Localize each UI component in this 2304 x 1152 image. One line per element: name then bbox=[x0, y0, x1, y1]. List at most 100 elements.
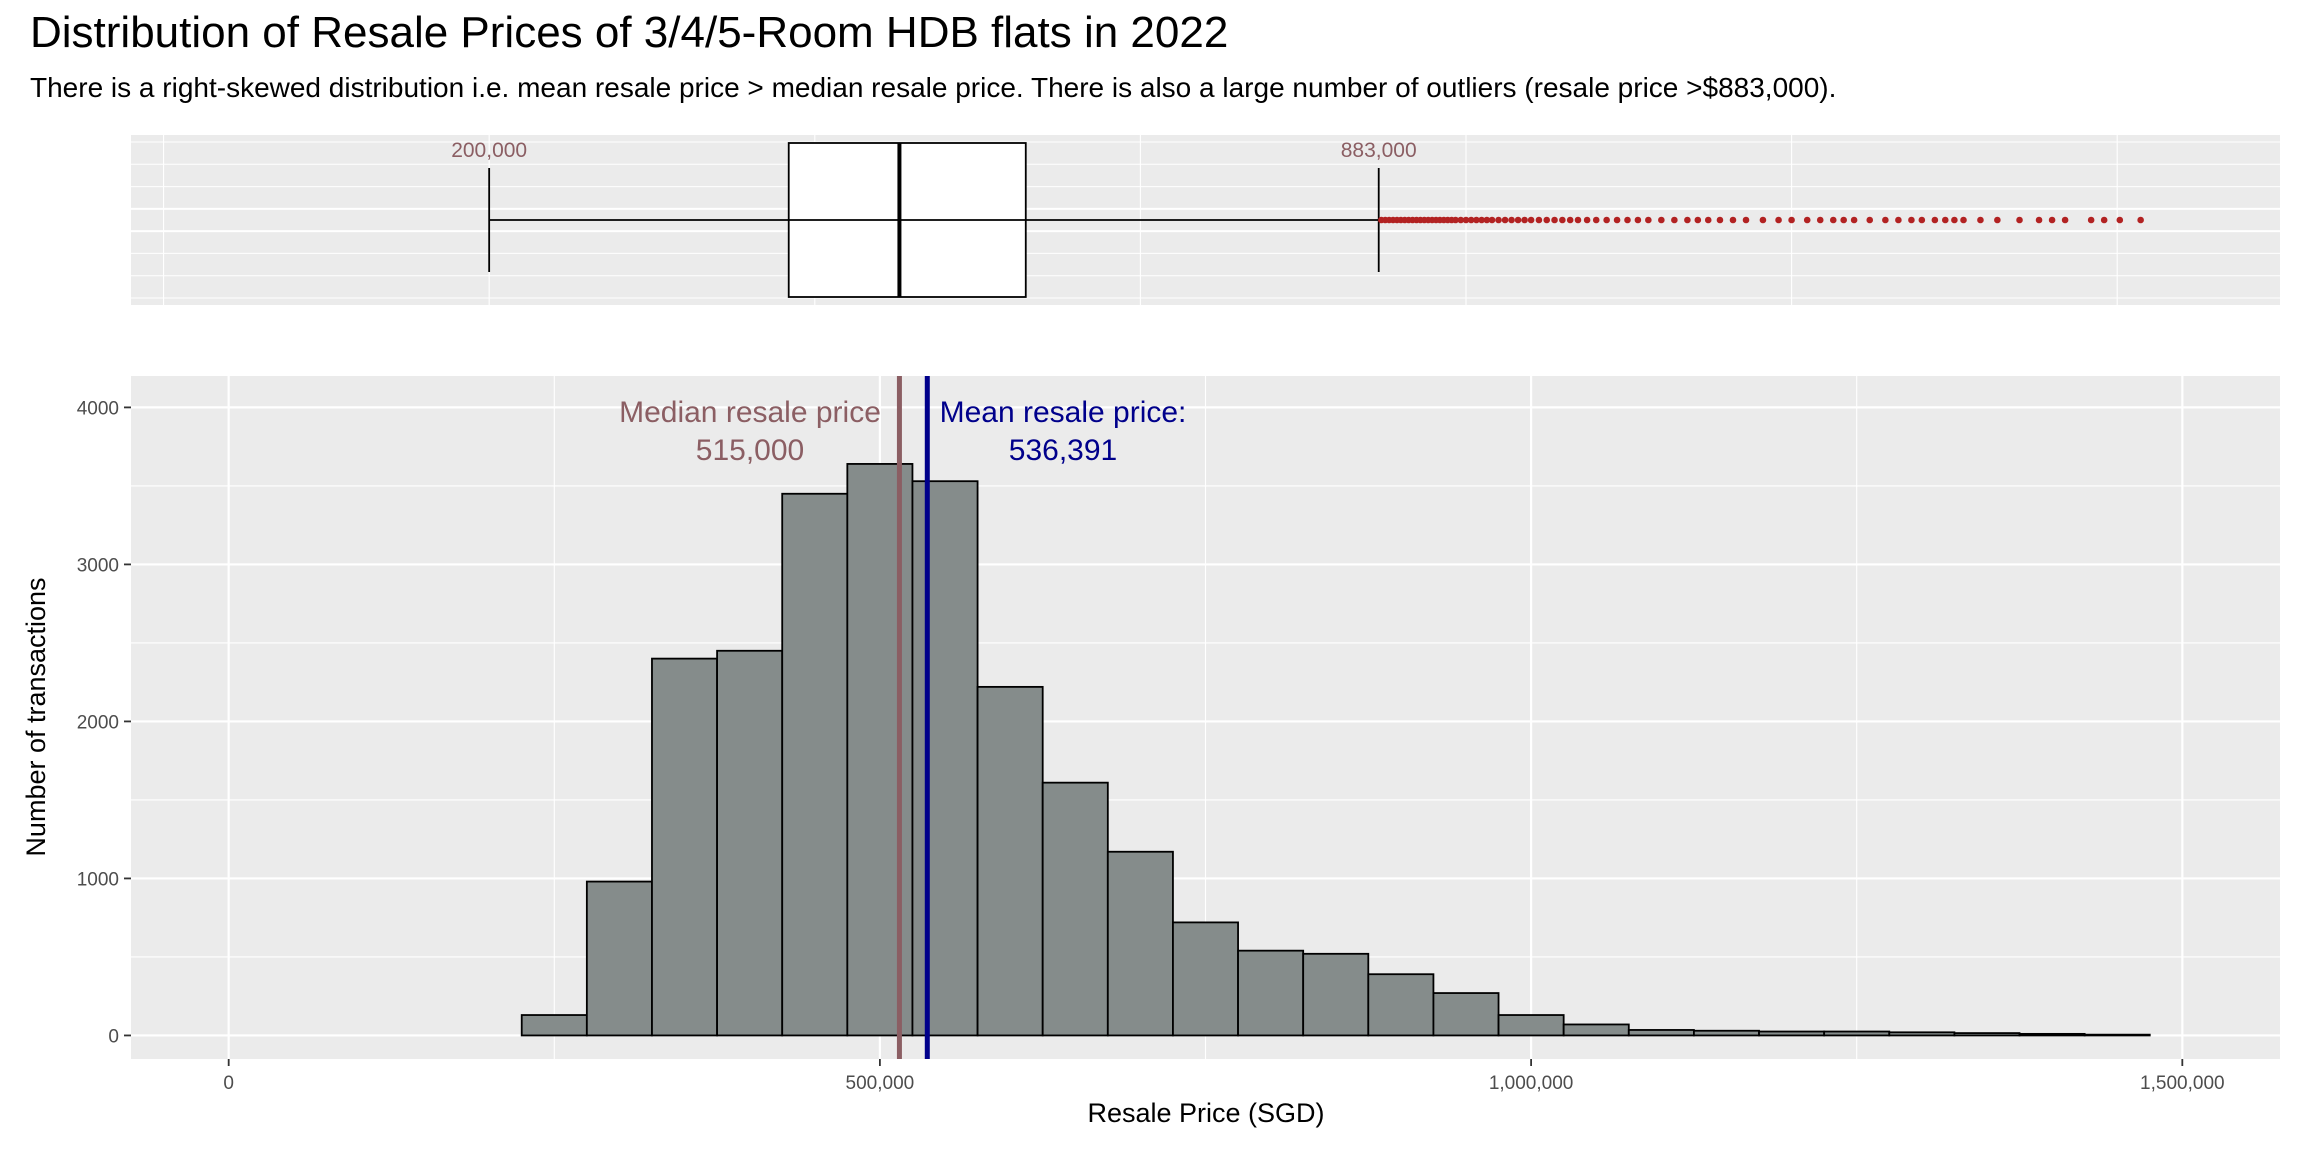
outlier-point bbox=[2061, 216, 2069, 224]
outlier-point bbox=[1775, 216, 1782, 224]
histogram-bar bbox=[1888, 1031, 1956, 1037]
y-tick-label: 3000 bbox=[77, 555, 119, 576]
outlier-point bbox=[2087, 216, 2095, 224]
outlier-point bbox=[1603, 216, 1610, 224]
lower-whisker-label: 200,000 bbox=[451, 139, 527, 162]
histogram-bar bbox=[1172, 921, 1239, 1037]
outlier-point bbox=[1960, 216, 1967, 224]
outlier-point bbox=[1559, 216, 1566, 224]
mean-annotation-value: 536,391 bbox=[1009, 434, 1117, 467]
outlier-point bbox=[1521, 216, 1528, 224]
outlier-point bbox=[2048, 216, 2056, 224]
outlier-point bbox=[2137, 216, 2144, 224]
y-tick-label: 4000 bbox=[77, 398, 119, 419]
y-tick-label: 1000 bbox=[77, 869, 119, 890]
outlier-point bbox=[1931, 216, 1939, 224]
histogram-bar bbox=[1367, 973, 1435, 1037]
boxplot-panel: 200,000 883,000 bbox=[131, 135, 2280, 305]
outlier-point bbox=[1535, 216, 1543, 224]
outlier-point bbox=[1624, 216, 1631, 224]
chart-subtitle: There is a right-skewed distribution i.e… bbox=[30, 72, 1837, 103]
x-axis-ticks: 0 500,000 1,000,000 1,500,000 bbox=[223, 1059, 2225, 1094]
outlier-point bbox=[1543, 216, 1551, 224]
histogram-bars bbox=[520, 463, 2151, 1037]
outlier-point bbox=[1850, 216, 1858, 224]
outlier-point bbox=[1716, 216, 1724, 224]
x-axis-title: Resale Price (SGD) bbox=[1087, 1098, 1324, 1128]
outlier-point bbox=[1483, 216, 1491, 224]
outlier-point bbox=[1452, 216, 1459, 224]
outlier-point bbox=[1803, 216, 1811, 224]
x-tick-label: 0 bbox=[223, 1073, 234, 1094]
y-tick-label: 2000 bbox=[77, 712, 119, 733]
outlier-point bbox=[1527, 216, 1535, 224]
outlier-point bbox=[1462, 216, 1470, 224]
median-annotation-label: Median resale price bbox=[619, 396, 881, 429]
histogram-bar bbox=[1497, 1014, 1565, 1037]
outlier-point bbox=[1495, 216, 1502, 224]
outlier-point bbox=[1866, 216, 1874, 224]
outlier-point bbox=[1908, 216, 1915, 224]
x-tick-label: 500,000 bbox=[846, 1073, 915, 1094]
histogram-bar bbox=[1627, 1029, 1695, 1037]
histogram-bar bbox=[716, 649, 784, 1037]
outlier-point bbox=[1671, 216, 1678, 224]
histogram-bar bbox=[846, 463, 914, 1037]
outlier-point bbox=[1788, 216, 1795, 224]
outlier-point bbox=[2035, 216, 2043, 224]
outlier-point bbox=[1501, 216, 1509, 224]
outlier-point bbox=[1829, 216, 1837, 224]
outlier-point bbox=[1840, 216, 1847, 224]
outlier-point bbox=[1583, 216, 1591, 224]
outlier-point bbox=[1759, 216, 1767, 224]
histogram-bar bbox=[1823, 1030, 1891, 1037]
histogram-panel: Median resale price 515,000 Mean resale … bbox=[21, 376, 2280, 1128]
median-annotation-value: 515,000 bbox=[696, 434, 804, 467]
outlier-point bbox=[1514, 216, 1522, 224]
outlier-point bbox=[1457, 216, 1465, 224]
histogram-bar bbox=[585, 880, 653, 1037]
histogram-bar bbox=[1432, 992, 1500, 1037]
upper-whisker-label: 883,000 bbox=[1341, 139, 1417, 162]
histogram-bar bbox=[2018, 1032, 2086, 1037]
outlier-point bbox=[1467, 216, 1475, 224]
outlier-point bbox=[1508, 216, 1515, 224]
histogram-bar bbox=[1237, 949, 1305, 1037]
outlier-point bbox=[1816, 216, 1824, 224]
outlier-point bbox=[1613, 216, 1621, 224]
histogram-bar bbox=[1302, 952, 1370, 1037]
boxplot-marks bbox=[488, 142, 2144, 298]
histogram-bar bbox=[651, 657, 718, 1037]
outlier-point bbox=[1895, 216, 1902, 224]
mean-annotation-label: Mean resale price: bbox=[940, 396, 1187, 429]
histogram-bar bbox=[976, 685, 1044, 1037]
outlier-point bbox=[1918, 216, 1926, 224]
outlier-point bbox=[1882, 216, 1889, 224]
histogram-bar bbox=[520, 1014, 588, 1037]
outlier-point bbox=[1994, 216, 2001, 224]
y-axis-title: Number of transactions bbox=[21, 577, 51, 856]
outlier-point bbox=[1592, 216, 1600, 224]
outlier-point bbox=[1951, 216, 1958, 224]
histogram-bar bbox=[1041, 781, 1109, 1037]
outlier-point bbox=[2100, 216, 2108, 224]
outlier-point bbox=[1941, 216, 1949, 224]
outlier-point bbox=[1551, 216, 1558, 224]
outlier-point bbox=[2116, 216, 2124, 224]
outlier-point bbox=[1658, 216, 1665, 224]
histogram-bar bbox=[2083, 1033, 2151, 1037]
outlier-point bbox=[1574, 216, 1582, 224]
outlier-point bbox=[1634, 216, 1642, 224]
outlier-point bbox=[1566, 216, 1574, 224]
outlier-point bbox=[1684, 216, 1691, 224]
histogram-bar bbox=[911, 480, 979, 1037]
histogram-bar bbox=[1758, 1030, 1826, 1037]
outlier-point bbox=[1478, 216, 1485, 224]
histogram-bar bbox=[1562, 1023, 1630, 1037]
chart-title: Distribution of Resale Prices of 3/4/5-R… bbox=[30, 8, 1229, 57]
outlier-point bbox=[1742, 216, 1750, 224]
histogram-bar bbox=[1693, 1029, 1760, 1037]
x-tick-label: 1,000,000 bbox=[1489, 1073, 1574, 1094]
outlier-point bbox=[1645, 216, 1652, 224]
